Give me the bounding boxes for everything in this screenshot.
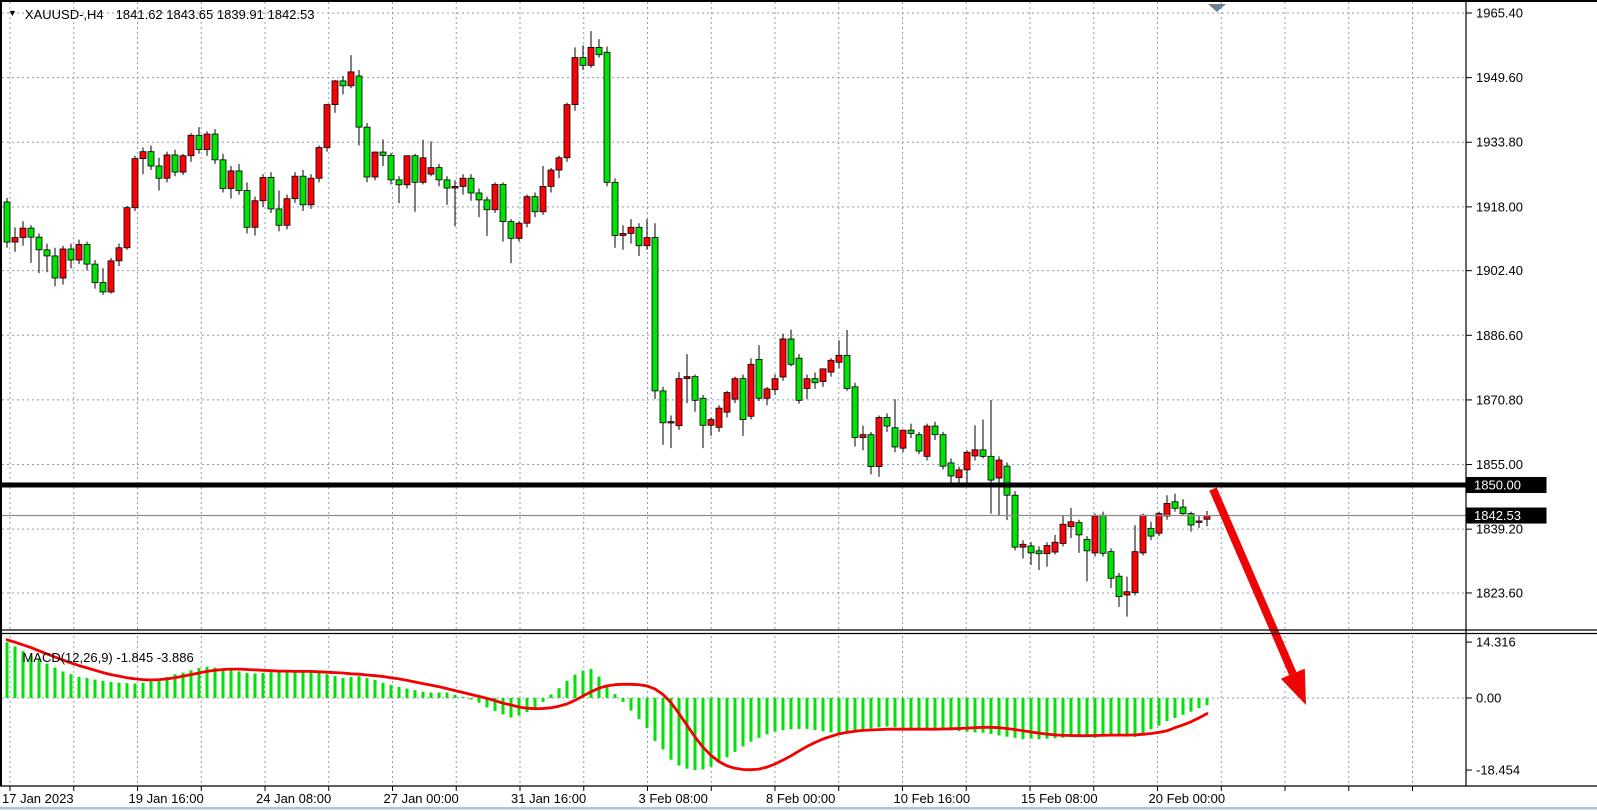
time-axis-label: 17 Jan 2023: [2, 791, 74, 806]
macd-indicator: [5, 638, 1209, 772]
macd-signal-line: [5, 638, 1209, 772]
price-axis-label: 1902.40: [1476, 263, 1523, 278]
chart-shift-marker-icon: [1208, 4, 1226, 12]
time-axis-label: 15 Feb 08:00: [1021, 791, 1098, 806]
candlestick-series: [3, 30, 1211, 617]
symbol-name: XAUUSD-,H4: [24, 6, 104, 22]
time-axis-label: 8 Feb 00:00: [766, 791, 835, 806]
time-axis-label: 31 Jan 16:00: [511, 791, 586, 806]
price-axis-label: 1823.60: [1476, 585, 1523, 600]
price-axis-label: 1949.60: [1476, 70, 1523, 85]
macd-axis-label: -18.454: [1476, 763, 1520, 778]
symbol-ohlc-label: ▼ XAUUSD-,H4 1841.62 1843.65 1839.91 184…: [8, 6, 314, 22]
price-axis-label: 1886.60: [1476, 328, 1523, 343]
time-axis-label: 27 Jan 00:00: [384, 791, 459, 806]
time-axis[interactable]: 17 Jan 2023 19 Jan 16:00 24 Jan 08:00 27 Ja…: [2, 786, 1413, 806]
time-axis-label: 24 Jan 08:00: [256, 791, 331, 806]
ohlc-values: 1841.62 1843.65 1839.91 1842.53: [115, 6, 315, 22]
price-axis-label: 1965.40: [1476, 6, 1523, 21]
time-axis-label: 19 Jan 16:00: [129, 791, 204, 806]
price-axis[interactable]: 1965.40 1949.60 1933.80 1918.00 1902.40 1886.…: [1466, 6, 1547, 778]
symbol-dropdown-icon[interactable]: ▼: [8, 7, 17, 18]
price-axis-label: 1839.20: [1476, 522, 1523, 537]
macd-label-text: MACD(12,26,9) -1.845 -3.886: [22, 650, 194, 665]
price-axis-label: 1918.00: [1476, 199, 1523, 214]
resistance-line-1850: [2, 482, 1466, 488]
price-axis-label: 1933.80: [1476, 135, 1523, 150]
last-price-axis-badge: 1842.53: [1474, 508, 1521, 523]
price-axis-label: 1855.00: [1476, 457, 1523, 472]
grid-lines: [2, 2, 1466, 786]
breakdown-arrow[interactable]: [1209, 487, 1306, 705]
time-axis-label: 20 Feb 00:00: [1149, 791, 1226, 806]
time-axis-label: 3 Feb 08:00: [639, 791, 708, 806]
macd-axis-label: 14.316: [1476, 635, 1516, 650]
price-axis-label: 1870.80: [1476, 392, 1523, 407]
macd-axis-label: 0.00: [1476, 691, 1501, 706]
level-price-axis-badge: 1850.00: [1474, 477, 1521, 492]
time-axis-label: 10 Feb 16:00: [894, 791, 971, 806]
macd-indicator-label: MACD(12,26,9) -1.845 -3.886: [8, 635, 194, 680]
